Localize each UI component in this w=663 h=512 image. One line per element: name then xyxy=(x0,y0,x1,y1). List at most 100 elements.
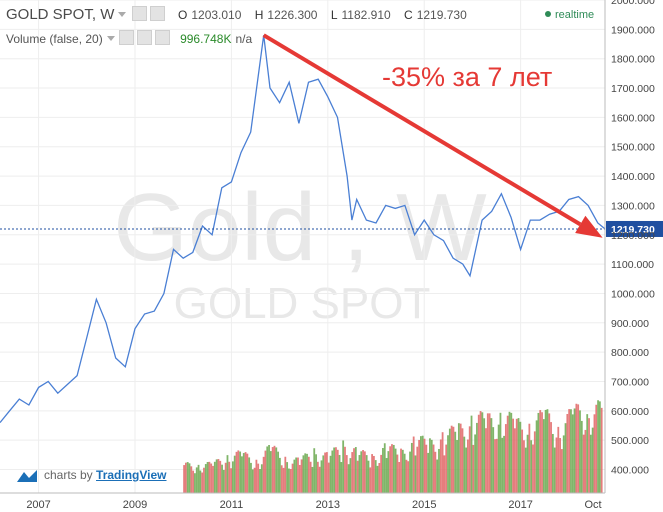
volume-bar xyxy=(194,473,196,493)
volume-bar xyxy=(562,435,565,493)
volume-bar xyxy=(206,462,209,493)
volume-value: 996.748K xyxy=(180,32,232,46)
volume-bar xyxy=(459,423,462,493)
volume-bar xyxy=(412,436,415,493)
volume-bar xyxy=(268,445,270,493)
symbol-title[interactable]: GOLD SPOT, W xyxy=(6,6,168,23)
volume-bar xyxy=(219,460,222,493)
y-tick-label: 1200.000 xyxy=(611,230,655,242)
volume-bar xyxy=(213,461,216,493)
volume-bar xyxy=(557,426,560,493)
volume-bar xyxy=(544,409,547,493)
volume-bar xyxy=(204,464,207,493)
status-dot-icon xyxy=(545,11,551,17)
close-label: C xyxy=(404,8,413,22)
volume-bar xyxy=(526,434,529,493)
volume-bar xyxy=(215,459,218,493)
volume-bar xyxy=(239,451,242,493)
volume-bar xyxy=(262,456,265,493)
volume-bar xyxy=(230,468,232,493)
y-tick-label: 600.000 xyxy=(611,406,649,418)
volume-bar xyxy=(488,413,491,493)
y-tick-label: 1400.000 xyxy=(611,171,655,183)
volume-bar xyxy=(492,427,495,493)
volume-bar xyxy=(542,419,545,493)
volume-bar xyxy=(595,404,598,493)
volume-bar xyxy=(192,470,195,493)
volume-extra: n/a xyxy=(235,32,253,46)
close-icon[interactable] xyxy=(154,30,170,45)
eye-icon[interactable] xyxy=(118,30,134,45)
volume-bar xyxy=(320,460,323,493)
volume-bar xyxy=(470,415,473,493)
volume-bar xyxy=(336,449,339,493)
volume-bar xyxy=(436,459,439,493)
volume-bar xyxy=(315,454,317,493)
chevron-down-icon[interactable] xyxy=(106,36,115,41)
volume-bar xyxy=(521,429,524,493)
volume-bar xyxy=(297,457,299,493)
volume-bar xyxy=(564,423,567,493)
gear-icon[interactable] xyxy=(150,6,166,21)
volume-bar xyxy=(447,435,449,493)
volume-bar xyxy=(183,465,185,493)
volume-bar xyxy=(391,444,393,493)
volume-bar xyxy=(293,459,296,493)
volume-bar xyxy=(278,457,281,493)
volume-bar xyxy=(349,458,352,493)
volume-bar xyxy=(504,424,507,493)
x-tick-label: 2009 xyxy=(123,499,147,511)
tradingview-branding[interactable]: charts by TradingView xyxy=(16,468,167,483)
volume-bar xyxy=(257,463,260,493)
volume-bar xyxy=(376,465,379,493)
gear-icon[interactable] xyxy=(136,30,152,45)
volume-bar xyxy=(248,457,251,493)
volume-bar xyxy=(589,434,592,493)
watermark-big: Gold , W xyxy=(113,174,487,281)
volume-bar xyxy=(476,422,478,493)
tradingview-link[interactable]: TradingView xyxy=(96,468,167,482)
volume-bar xyxy=(371,454,373,493)
volume-bar xyxy=(304,453,307,493)
volume-bar xyxy=(231,461,234,493)
low-value: 1182.910 xyxy=(341,8,391,22)
volume-bar xyxy=(423,438,426,493)
volume-bar xyxy=(523,440,525,493)
volume-bar xyxy=(374,460,377,493)
volume-bar xyxy=(295,457,298,493)
volume-bar xyxy=(550,422,552,493)
chevron-down-icon[interactable] xyxy=(118,12,127,17)
volume-bar xyxy=(568,409,571,493)
volume-bar xyxy=(338,454,341,493)
volume-legend[interactable]: Volume (false, 20) 996.748K n/a xyxy=(6,30,252,46)
volume-bar xyxy=(541,412,543,493)
volume-bar xyxy=(597,400,599,493)
volume-bar xyxy=(432,444,435,493)
x-tick-label: Oct xyxy=(584,499,601,511)
volume-bar xyxy=(559,438,562,493)
volume-bar xyxy=(571,414,574,493)
volume-bar xyxy=(598,401,601,493)
volume-bar xyxy=(515,418,518,493)
volume-bar xyxy=(322,455,325,493)
x-tick-label: 2007 xyxy=(26,499,50,511)
volume-bar xyxy=(365,455,368,493)
volume-bar xyxy=(271,447,274,493)
volume-bar xyxy=(416,446,419,493)
volume-bar xyxy=(588,418,590,493)
open-value: 1203.010 xyxy=(191,8,242,22)
volume-bar xyxy=(586,414,589,493)
low-label: L xyxy=(330,8,338,22)
volume-bar xyxy=(389,446,392,493)
volume-bar xyxy=(570,409,572,493)
volume-bar xyxy=(316,461,319,493)
eye-icon[interactable] xyxy=(132,6,148,21)
volume-bar xyxy=(532,444,534,493)
y-tick-label: 1000.000 xyxy=(611,288,655,300)
volume-bar xyxy=(251,469,254,493)
volume-bar xyxy=(184,462,187,493)
tradingview-logo-icon xyxy=(17,470,37,482)
volume-bar xyxy=(519,421,522,493)
volume-bar xyxy=(456,440,458,493)
volume-bar xyxy=(259,469,261,493)
